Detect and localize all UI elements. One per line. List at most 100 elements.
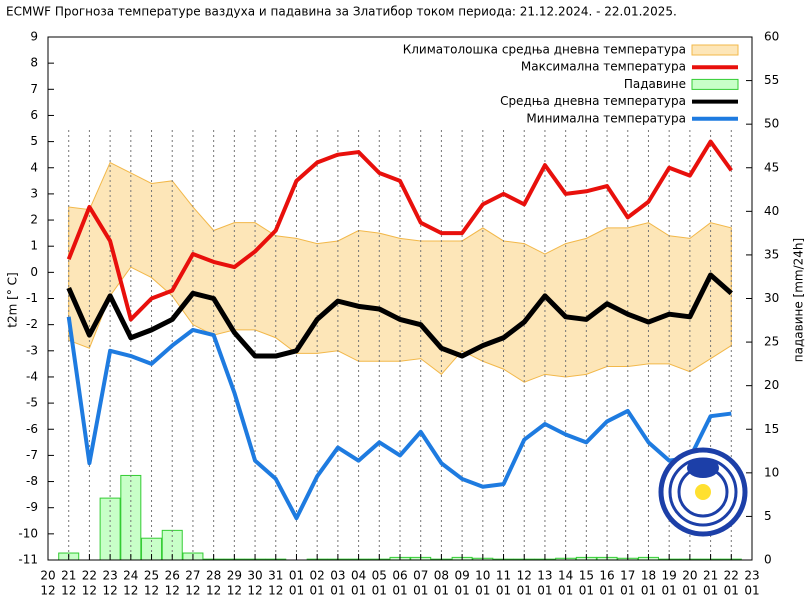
y2-tick-label: 25 [764, 335, 779, 349]
legend-label: Минимална температура [526, 111, 686, 125]
y2-tick-label: 5 [764, 509, 772, 523]
precip-bar [120, 474, 142, 561]
x-tick-label: 01 [496, 584, 511, 598]
x-tick-label: 10 [475, 569, 490, 583]
x-tick-label: 03 [330, 569, 345, 583]
x-tick-label: 04 [351, 569, 366, 583]
y-tick-label: -3 [26, 343, 38, 357]
x-tick-label: 01 [289, 584, 304, 598]
y2-tick-label: 55 [764, 73, 779, 87]
y2-tick-label: 50 [764, 117, 779, 131]
legend-swatch [691, 44, 739, 56]
x-tick-label: 13 [537, 569, 552, 583]
y2-tick-label: 40 [764, 204, 779, 218]
y-tick-label: 1 [30, 239, 38, 253]
x-tick-label: 12 [144, 584, 159, 598]
x-tick-label: 14 [558, 569, 573, 583]
y-tick-label: -2 [26, 317, 38, 331]
y2-tick-label: 10 [764, 465, 779, 479]
x-tick-label: 01 [475, 584, 490, 598]
x-tick-label: 17 [620, 569, 635, 583]
x-tick-label: 15 [579, 569, 594, 583]
x-tick-label: 29 [227, 569, 242, 583]
x-tick-label: 23 [744, 569, 759, 583]
y2-tick-label: 60 [764, 30, 779, 44]
x-tick-label: 01 [662, 584, 677, 598]
x-tick-label: 09 [454, 569, 469, 583]
x-tick-label: 02 [310, 569, 325, 583]
y-tick-label: 8 [30, 56, 38, 70]
line-series [66, 139, 733, 322]
x-tick-label: 01 [392, 584, 407, 598]
y-tick-label: 6 [30, 108, 38, 122]
x-tick-label: 30 [247, 569, 262, 583]
x-tick-label: 23 [102, 569, 117, 583]
x-tick-label: 12 [165, 584, 180, 598]
x-tick-label: 12 [227, 584, 242, 598]
line-series [66, 272, 733, 359]
x-tick-label: 01 [620, 584, 635, 598]
x-tick-label: 01 [454, 584, 469, 598]
y-tick-label: -5 [26, 396, 38, 410]
x-tick-label: 19 [662, 569, 677, 583]
legend-label: Максимална температура [521, 60, 686, 74]
x-tick-label: 01 [330, 584, 345, 598]
x-tick-label: 12 [123, 584, 138, 598]
x-tick-label: 12 [102, 584, 117, 598]
y2-tick-label: 15 [764, 422, 779, 436]
x-tick-label: 01 [537, 584, 552, 598]
x-tick-label: 21 [61, 569, 76, 583]
y2-tick-label: 20 [764, 378, 779, 392]
y-tick-label: -11 [18, 553, 38, 567]
y-tick-label: -7 [26, 448, 38, 462]
x-tick-label: 01 [310, 584, 325, 598]
y2-tick-label: 0 [764, 553, 772, 567]
legend-label: Климатолошка средња дневна температура [403, 43, 686, 57]
y-tick-label: 3 [30, 186, 38, 200]
legend-label: Падавине [624, 77, 686, 91]
x-tick-label: 01 [413, 584, 428, 598]
y-axis-label: t2m [° C] [6, 272, 20, 327]
x-tick-label: 26 [165, 569, 180, 583]
y-tick-label: 5 [30, 134, 38, 148]
x-tick-label: 06 [392, 569, 407, 583]
legend-swatch [691, 78, 739, 90]
x-tick-label: 01 [372, 584, 387, 598]
y-tick-label: 9 [30, 30, 38, 44]
y-tick-label: -8 [26, 474, 38, 488]
x-tick-label: 16 [599, 569, 614, 583]
x-tick-label: 01 [579, 584, 594, 598]
x-tick-label: 01 [434, 584, 449, 598]
x-tick-label: 22 [82, 569, 97, 583]
y2-tick-label: 45 [764, 160, 779, 174]
x-tick-label: 01 [703, 584, 718, 598]
x-tick-label: 01 [289, 569, 304, 583]
x-tick-label: 28 [206, 569, 221, 583]
x-tick-label: 12 [185, 584, 200, 598]
chart-title: ECMWF Прогноза температуре ваздуха и пад… [6, 5, 677, 19]
y2-tick-label: 35 [764, 247, 779, 261]
legend-label: Средња дневна температура [500, 94, 686, 108]
x-tick-label: 01 [641, 584, 656, 598]
x-tick-label: 20 [40, 569, 55, 583]
x-tick-label: 12 [82, 584, 97, 598]
x-tick-label: 12 [40, 584, 55, 598]
y-tick-label: -6 [26, 422, 38, 436]
x-tick-label: 01 [599, 584, 614, 598]
y-tick-label: 2 [30, 213, 38, 227]
x-tick-label: 07 [413, 569, 428, 583]
x-tick-label: 01 [351, 584, 366, 598]
x-tick-label: 05 [372, 569, 387, 583]
x-tick-label: 12 [247, 584, 262, 598]
x-tick-label: 22 [724, 569, 739, 583]
x-tick-label: 01 [744, 584, 759, 598]
y-tick-label: -1 [26, 291, 38, 305]
y2-tick-label: 30 [764, 291, 779, 305]
y-tick-label: -9 [26, 500, 38, 514]
logo [658, 447, 748, 537]
y-tick-label: -10 [18, 526, 38, 540]
x-tick-label: 27 [185, 569, 200, 583]
y-tick-label: -4 [26, 369, 38, 383]
x-tick-label: 25 [144, 569, 159, 583]
